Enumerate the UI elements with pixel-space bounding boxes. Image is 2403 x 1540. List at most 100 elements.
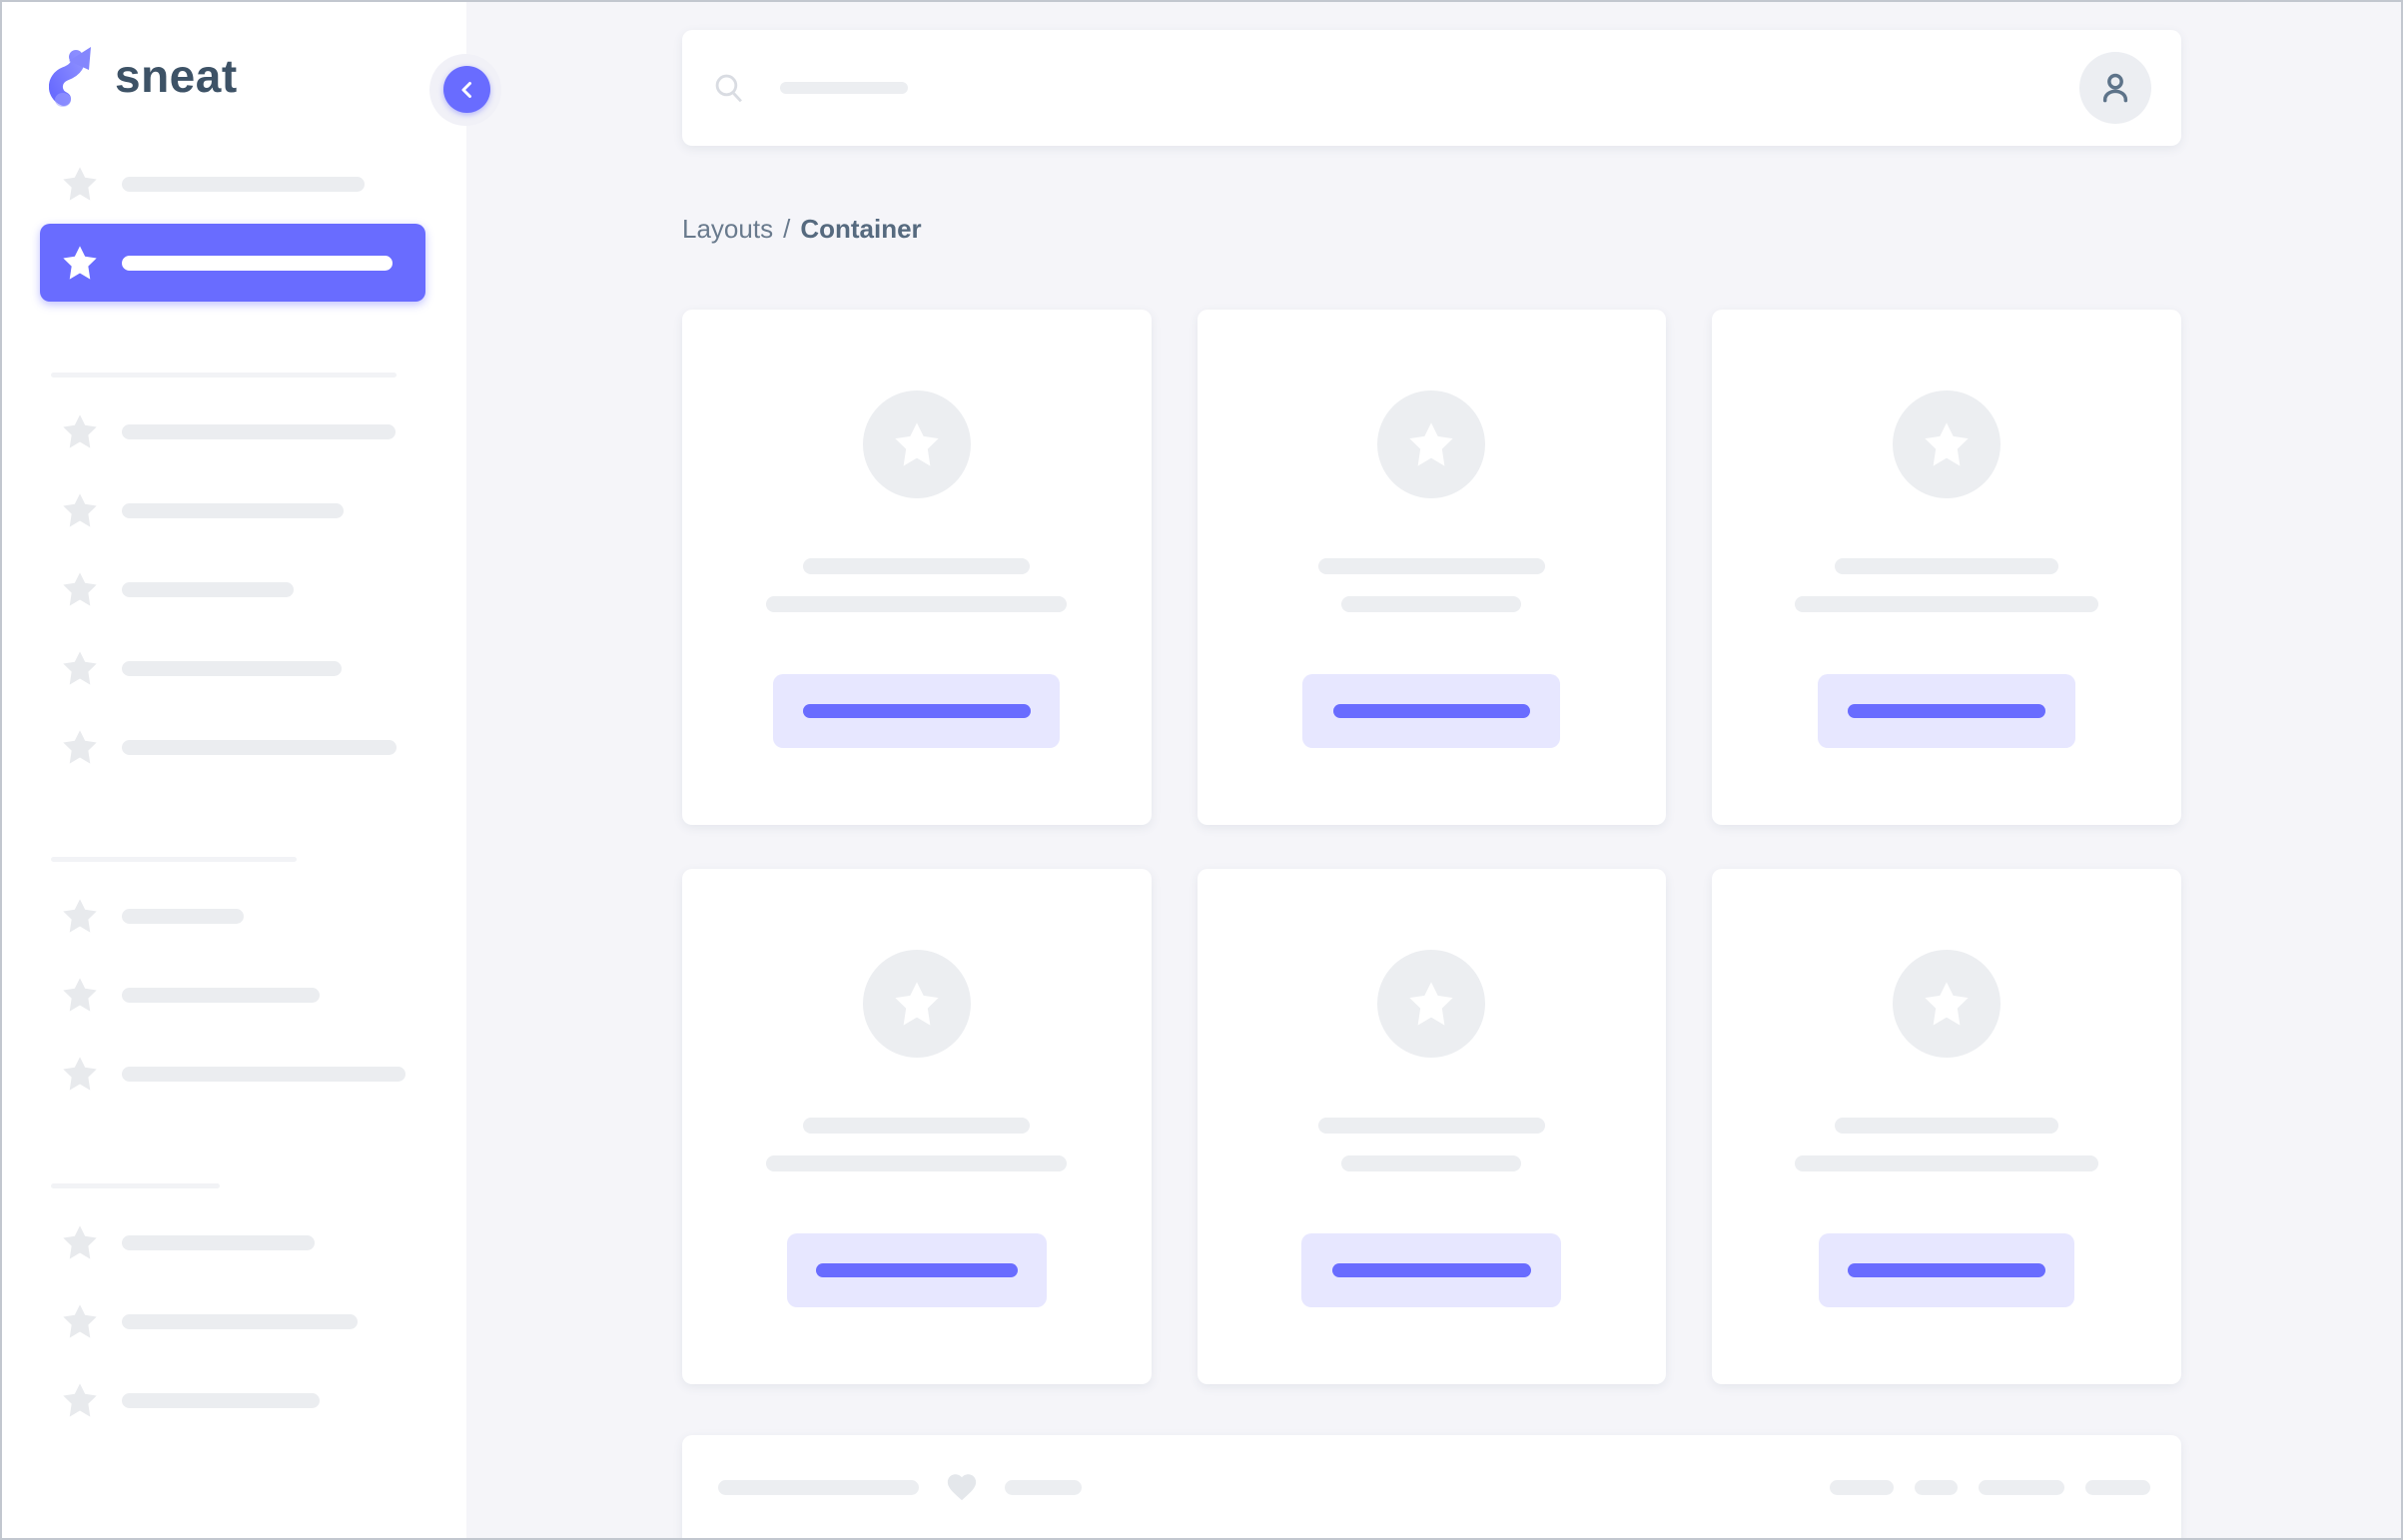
card-button-placeholder[interactable] xyxy=(773,674,1061,748)
sidebar-menu-item[interactable] xyxy=(40,708,425,786)
chevron-left-icon xyxy=(461,81,471,98)
star-icon xyxy=(1409,422,1454,466)
sneat-bolt-icon xyxy=(49,47,91,107)
star-icon xyxy=(895,982,939,1026)
sidebar-menu-item[interactable] xyxy=(40,1282,425,1360)
card-button-placeholder[interactable] xyxy=(1301,1233,1562,1307)
card-button-placeholder[interactable] xyxy=(1819,1233,2075,1307)
menu-label-skeleton xyxy=(122,660,342,676)
card-button-placeholder[interactable] xyxy=(1818,674,2076,748)
card-line-skeleton-2 xyxy=(766,596,1068,612)
main-content: Layouts / Container xyxy=(466,2,2401,1538)
sidebar-menu-item[interactable] xyxy=(40,145,425,223)
sidebar-menu-item[interactable] xyxy=(40,1203,425,1281)
card-avatar-circle xyxy=(1377,390,1486,498)
footer-small-skeleton xyxy=(1005,1479,1082,1495)
content-card xyxy=(1712,869,2181,1384)
heart-icon xyxy=(947,1474,977,1501)
menu-label-skeleton xyxy=(122,1234,315,1250)
star-icon xyxy=(63,493,97,527)
menu-label-skeleton xyxy=(122,581,294,597)
card-button-placeholder[interactable] xyxy=(786,1233,1047,1307)
breadcrumb-parent[interactable]: Layouts xyxy=(682,214,774,244)
menu-label-skeleton xyxy=(122,502,344,518)
menu-label-skeleton xyxy=(122,908,244,924)
star-icon xyxy=(1409,982,1454,1026)
pagination-pill xyxy=(1915,1479,1958,1495)
card-avatar-circle xyxy=(1377,950,1486,1058)
card-button-placeholder[interactable] xyxy=(1302,674,1561,748)
menu-label-skeleton xyxy=(122,423,396,439)
content-card xyxy=(1712,310,2181,825)
pagination-skeleton-group xyxy=(1830,1479,2150,1495)
card-button-pill xyxy=(1331,1263,1531,1277)
star-icon xyxy=(63,167,97,201)
sidebar-collapse-button[interactable] xyxy=(443,66,490,113)
card-avatar-circle xyxy=(862,950,971,1058)
menu-label-skeleton xyxy=(122,1066,405,1082)
card-line-skeleton-1 xyxy=(1317,1118,1545,1134)
search-input[interactable] xyxy=(712,71,2079,105)
card-line-skeleton-2 xyxy=(1795,1155,2099,1171)
sidebar-menu-item[interactable] xyxy=(40,471,425,549)
star-icon xyxy=(63,899,97,933)
menu-section-divider xyxy=(51,857,297,862)
menu-section-divider xyxy=(51,1183,220,1188)
star-icon xyxy=(895,422,939,466)
menu-label-skeleton xyxy=(122,176,365,192)
breadcrumb-current: Container xyxy=(800,214,922,244)
card-line-skeleton-2 xyxy=(1341,596,1522,612)
card-button-pill xyxy=(1848,1263,2046,1277)
pagination-pill xyxy=(1979,1479,2064,1495)
profile-button[interactable] xyxy=(2079,52,2151,124)
sidebar: sneat xyxy=(2,2,466,1538)
menu-label-skeleton xyxy=(122,739,397,755)
pagination-pill xyxy=(2085,1479,2150,1495)
sidebar-menu-item[interactable] xyxy=(40,1035,425,1113)
card-line-skeleton-1 xyxy=(803,558,1031,574)
menu-label-skeleton xyxy=(122,1392,320,1408)
sidebar-menu-item[interactable] xyxy=(40,956,425,1034)
star-icon xyxy=(63,1383,97,1417)
sidebar-menu-item[interactable] xyxy=(40,877,425,955)
star-icon xyxy=(63,730,97,764)
star-icon xyxy=(63,978,97,1012)
content-card xyxy=(682,310,1152,825)
brand-name: sneat xyxy=(115,50,238,102)
card-button-pill xyxy=(815,1263,1018,1277)
breadcrumb: Layouts / Container xyxy=(682,212,2181,246)
card-line-skeleton-2 xyxy=(1341,1155,1522,1171)
sneat-logo: sneat xyxy=(49,44,238,108)
pagination-pill xyxy=(1830,1479,1894,1495)
search-icon xyxy=(715,74,742,103)
card-button-pill xyxy=(802,704,1031,718)
sidebar-menu-item[interactable] xyxy=(40,550,425,628)
sidebar-menu-item[interactable] xyxy=(40,1361,425,1439)
like-button[interactable] xyxy=(945,1470,979,1504)
star-icon xyxy=(1925,422,1969,466)
footer-card xyxy=(682,1435,2181,1538)
breadcrumb-separator: / xyxy=(783,214,791,244)
star-icon xyxy=(63,246,97,280)
card-button-pill xyxy=(1332,704,1530,718)
card-line-skeleton-2 xyxy=(766,1155,1068,1171)
card-line-skeleton-1 xyxy=(803,1118,1031,1134)
card-line-skeleton-1 xyxy=(1835,558,2059,574)
sidebar-menu-item-active[interactable] xyxy=(40,224,425,302)
card-line-skeleton-1 xyxy=(1317,558,1545,574)
star-icon xyxy=(63,1304,97,1338)
sidebar-menu-item[interactable] xyxy=(40,392,425,470)
person-icon xyxy=(2102,73,2128,103)
menu-label-skeleton xyxy=(122,987,320,1003)
star-icon xyxy=(63,651,97,685)
topbar-search-card xyxy=(682,30,2181,146)
card-line-skeleton-1 xyxy=(1835,1118,2059,1134)
star-icon xyxy=(63,1057,97,1091)
star-icon xyxy=(63,572,97,606)
sidebar-menu-item[interactable] xyxy=(40,629,425,707)
star-icon xyxy=(63,1225,97,1259)
content-card xyxy=(1197,869,1667,1384)
menu-section-divider xyxy=(51,373,397,378)
cards-grid xyxy=(682,310,2181,1384)
